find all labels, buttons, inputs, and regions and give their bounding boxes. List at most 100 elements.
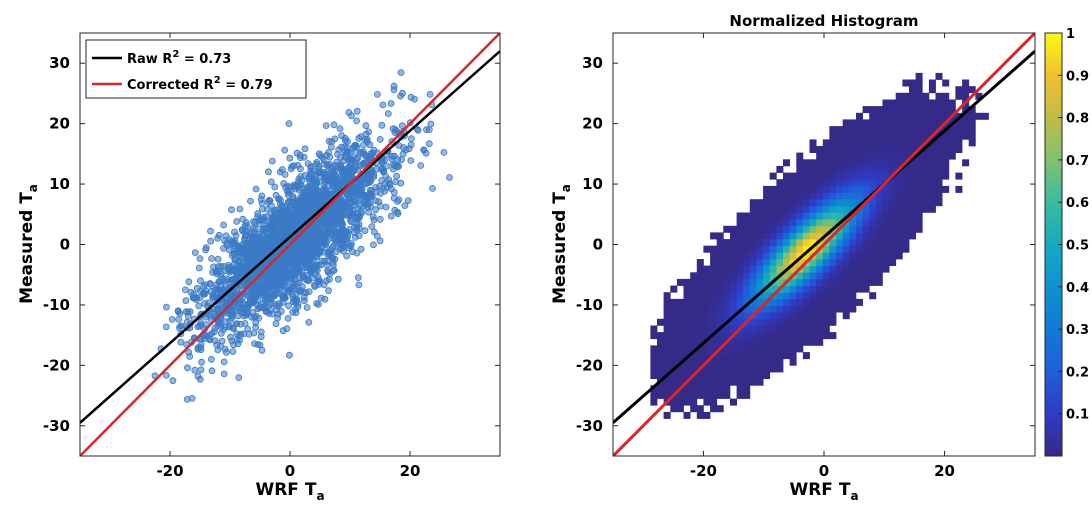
scatter-point <box>368 223 376 231</box>
histogram-cell <box>789 212 797 220</box>
scatter-point <box>369 241 377 249</box>
histogram-cell <box>802 272 810 280</box>
scatter-point <box>353 107 361 115</box>
scatter-point <box>258 192 266 200</box>
scatter-point <box>354 274 362 282</box>
histogram-cell <box>723 365 731 373</box>
histogram-cell <box>749 345 757 353</box>
scatter-point <box>336 201 344 209</box>
histogram-cell <box>723 312 731 320</box>
histogram-cell <box>869 278 877 286</box>
histogram-cell <box>769 219 777 227</box>
histogram-cell <box>723 298 731 306</box>
histogram-cell <box>829 205 837 213</box>
histogram-cell <box>736 372 744 379</box>
histogram-cell <box>763 338 771 346</box>
histogram-cell <box>776 312 784 320</box>
histogram-cell <box>650 398 658 406</box>
histogram-cell <box>683 391 691 399</box>
scatter-point <box>183 318 191 326</box>
histogram-cell <box>922 192 930 200</box>
histogram-cell <box>862 106 870 114</box>
histogram-cell <box>769 338 777 346</box>
histogram-cell <box>849 199 857 207</box>
histogram-cell <box>690 398 698 406</box>
histogram-cell <box>802 278 810 286</box>
histogram-cell <box>928 146 936 153</box>
legend-entry-corrected: Corrected R2 = 0.79 <box>127 75 273 93</box>
scatter-point <box>169 377 177 385</box>
histogram-cell <box>829 298 837 306</box>
histogram-cell <box>809 219 817 227</box>
scatter-point <box>307 244 315 252</box>
histogram-cell <box>749 292 757 300</box>
histogram-cell <box>802 165 810 173</box>
histogram-cell <box>809 312 817 320</box>
histogram-cell <box>875 205 883 213</box>
histogram-cell <box>683 338 691 346</box>
scatter-point <box>162 303 170 311</box>
histogram-cell <box>789 239 797 247</box>
histogram-cell <box>928 185 936 193</box>
histogram-cell <box>836 132 844 140</box>
histogram-cell <box>776 352 784 360</box>
scatter-point <box>313 178 321 186</box>
histogram-cell <box>882 219 890 227</box>
scatter-point <box>362 122 370 130</box>
histogram-cell <box>882 212 890 220</box>
scatter-point <box>207 227 214 235</box>
histogram-cell <box>889 192 897 200</box>
histogram-cell <box>802 312 810 320</box>
histogram-cell <box>935 185 943 193</box>
histogram-cell <box>822 159 830 167</box>
histogram-cell <box>783 185 790 193</box>
histogram-cell <box>862 172 870 180</box>
histogram-cell <box>703 325 711 333</box>
histogram-cell <box>789 332 797 340</box>
histogram-cell <box>829 159 837 167</box>
histogram-cell <box>809 172 817 180</box>
scatter-point <box>286 154 294 162</box>
histogram-cell <box>776 245 784 253</box>
histogram-cell <box>942 152 950 160</box>
histogram-cell <box>769 205 777 213</box>
scatter-point <box>351 162 359 170</box>
histogram-cell <box>882 259 890 266</box>
histogram-cell <box>650 391 658 399</box>
histogram-cell <box>942 172 950 180</box>
fit-line-corrected <box>80 33 500 456</box>
scatter-point <box>320 156 328 164</box>
histogram-cell <box>802 205 810 213</box>
scatter-point <box>372 188 380 196</box>
histogram-cell <box>743 312 751 320</box>
histogram-cell <box>716 378 724 386</box>
scatter-point <box>382 203 390 211</box>
histogram-cell <box>849 159 857 167</box>
histogram-cell <box>696 292 704 300</box>
histogram-cell <box>915 212 923 220</box>
scatter-point <box>378 165 386 172</box>
histogram-cell <box>749 239 757 247</box>
histogram-cell <box>856 146 863 153</box>
histogram-cell <box>836 239 844 247</box>
histogram-cell <box>703 265 711 273</box>
legend-box <box>85 39 307 99</box>
histogram-cell <box>802 172 810 180</box>
histogram-cell <box>703 338 711 346</box>
histogram-cell <box>869 205 877 213</box>
histogram-cell <box>703 352 711 360</box>
histogram-cell <box>809 232 817 240</box>
histogram-cell <box>749 338 757 346</box>
histogram-cell <box>875 172 883 180</box>
histogram-cell <box>869 106 877 114</box>
histogram-cell <box>710 312 718 320</box>
histogram-cell <box>862 225 870 233</box>
histogram-cell <box>657 332 664 340</box>
histogram-cell <box>875 265 883 273</box>
scatter-point <box>235 273 242 280</box>
histogram-cell <box>783 338 790 346</box>
histogram-cell <box>769 358 777 366</box>
histogram-cell <box>809 325 817 333</box>
histogram-cell <box>942 132 950 140</box>
histogram-cell <box>716 305 724 313</box>
